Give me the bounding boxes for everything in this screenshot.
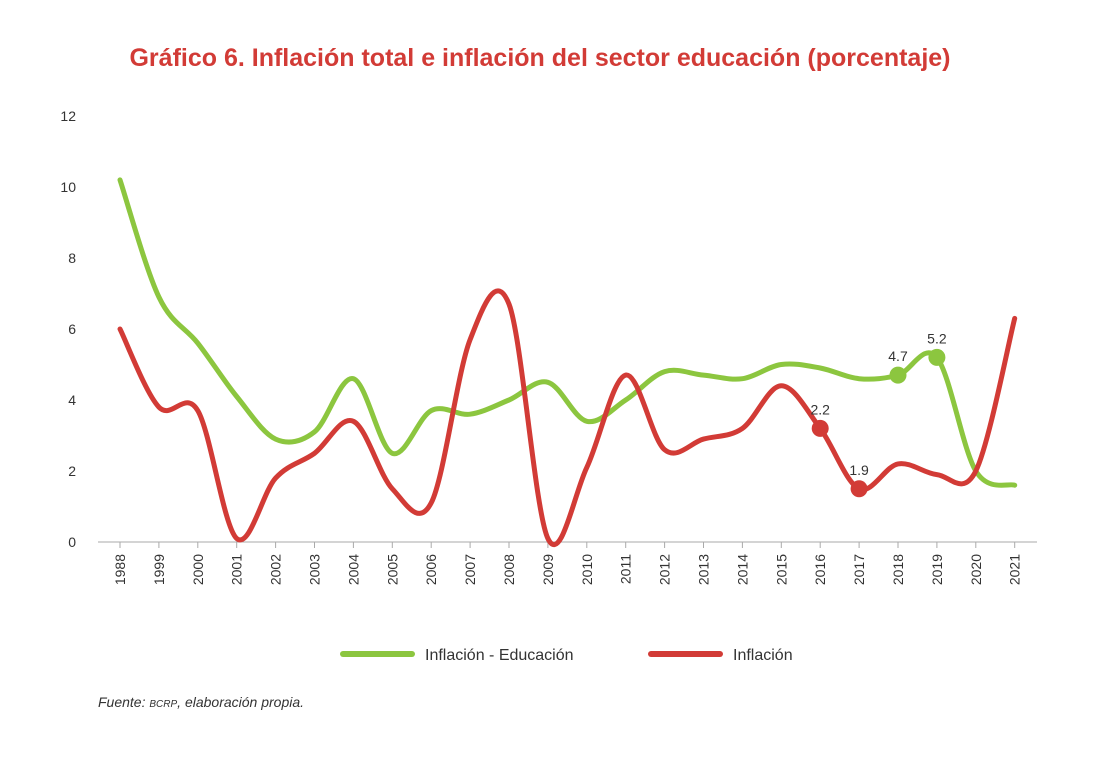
x-tick-label: 2005: [384, 554, 400, 585]
y-tick-label: 4: [68, 392, 76, 408]
y-tick-label: 0: [68, 534, 76, 550]
data-point-marker: [928, 348, 946, 366]
series-line-inflaci-n-educaci-n: [117, 177, 1018, 488]
x-tick-label: 2001: [229, 554, 245, 585]
y-tick-label: 10: [60, 179, 76, 195]
data-label: 4.7: [888, 348, 908, 364]
x-tick-label: 1988: [112, 554, 128, 585]
x-tick-label: 2018: [890, 554, 906, 585]
x-tick-label: 2020: [968, 554, 984, 585]
x-axis-ticks: 1988 1999 2000 2001 2002 2003 2004 2005 2006 2007…: [112, 542, 1023, 585]
x-tick-label: 2007: [462, 554, 478, 585]
y-axis-ticks: 0 2 4 6 8 10 12: [60, 108, 76, 550]
source-suffix: , elaboración propia.: [177, 694, 305, 710]
x-tick-label: 2015: [773, 554, 789, 585]
x-tick-label: 2000: [190, 554, 206, 585]
source-org: bcrp: [149, 694, 178, 710]
y-tick-label: 2: [68, 463, 76, 479]
data-markers: 4.7 5.2 2.2 1.9: [810, 330, 947, 498]
y-tick-label: 12: [60, 108, 76, 124]
x-tick-label: 1999: [151, 554, 167, 585]
data-label: 1.9: [849, 462, 869, 478]
x-tick-label: 2006: [423, 554, 439, 585]
data-label: 5.2: [927, 330, 947, 346]
x-tick-label: 2014: [734, 554, 750, 585]
x-tick-label: 2019: [929, 554, 945, 585]
chart-title: Gráfico 6. Inflación total e inflación d…: [129, 44, 951, 72]
data-label: 2.2: [810, 401, 830, 417]
x-tick-label: 2009: [540, 554, 556, 585]
x-tick-label: 2002: [268, 554, 284, 585]
x-tick-label: 2010: [579, 554, 595, 585]
legend-label: Inflación - Educación: [425, 647, 574, 664]
legend-label: Inflación: [733, 647, 793, 664]
x-tick-label: 2008: [501, 554, 517, 585]
source-note: Fuente: bcrp, elaboración propia.: [98, 694, 304, 710]
data-point-marker: [811, 419, 829, 437]
x-tick-label: 2017: [851, 554, 867, 585]
data-point-marker: [889, 366, 907, 384]
x-tick-label: 2003: [307, 554, 323, 585]
x-tick-label: 2011: [618, 554, 634, 584]
source-prefix: Fuente:: [98, 694, 150, 710]
legend: Inflación - Educación Inflación: [340, 647, 793, 664]
x-tick-label: 2021: [1007, 554, 1023, 585]
x-tick-label: 2004: [345, 554, 361, 585]
series-lines: [117, 177, 1018, 548]
data-point-marker: [850, 480, 868, 498]
y-tick-label: 6: [68, 321, 76, 337]
x-tick-label: 2016: [812, 554, 828, 585]
x-tick-label: 2012: [657, 554, 673, 585]
y-tick-label: 8: [68, 250, 76, 266]
x-tick-label: 2013: [696, 554, 712, 585]
